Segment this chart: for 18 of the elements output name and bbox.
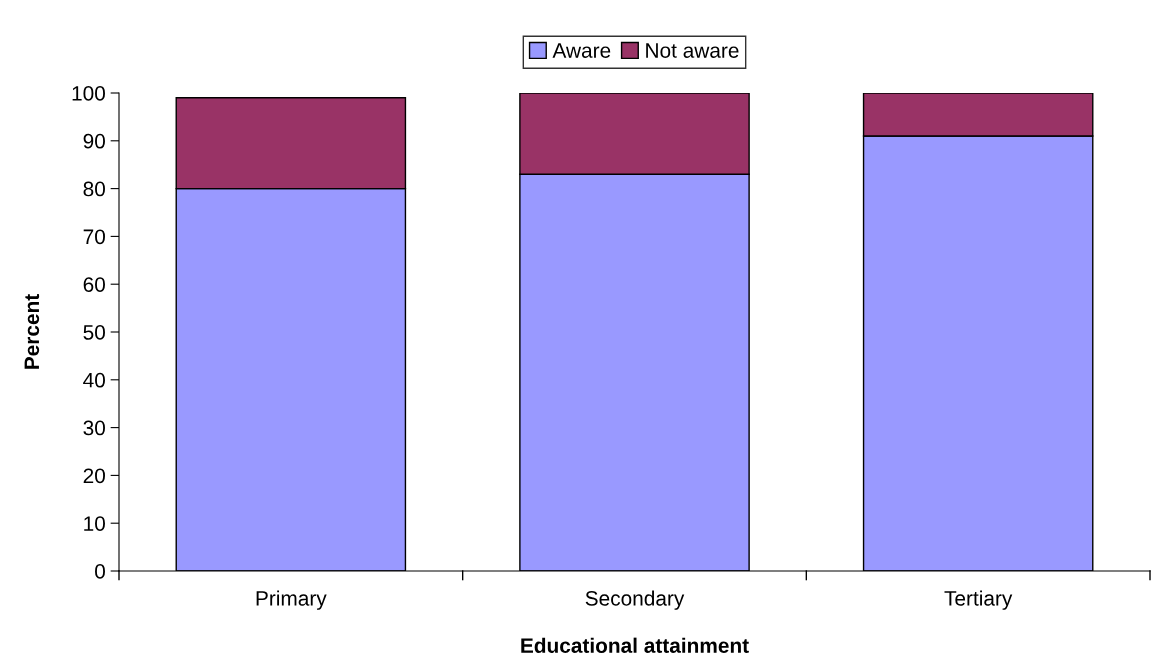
legend-label: Aware [552,43,611,58]
x-tick-label: Tertiary [944,590,1013,610]
y-tick-label: 0 [95,564,105,579]
y-tick-label: 40 [83,372,105,388]
y-tick-label: 100 [72,86,105,101]
y-tick-label: 20 [83,468,105,484]
y-tick-label: 70 [83,229,105,245]
y-tick-label: 80 [83,181,105,197]
y-tick-label: 60 [83,277,105,292]
y-tick-label: 90 [83,133,105,149]
x-tick-label: Primary [256,590,327,610]
x-axis-title: Educational attainment [521,637,749,653]
x-tick-label: Secondary [585,590,685,610]
y-tick-label: 30 [83,420,105,436]
legend-label: Not aware [646,43,739,58]
y-tick-label: 50 [83,325,105,340]
y-tick-label: 10 [84,516,105,531]
y-axis-title: Percent [24,294,40,369]
